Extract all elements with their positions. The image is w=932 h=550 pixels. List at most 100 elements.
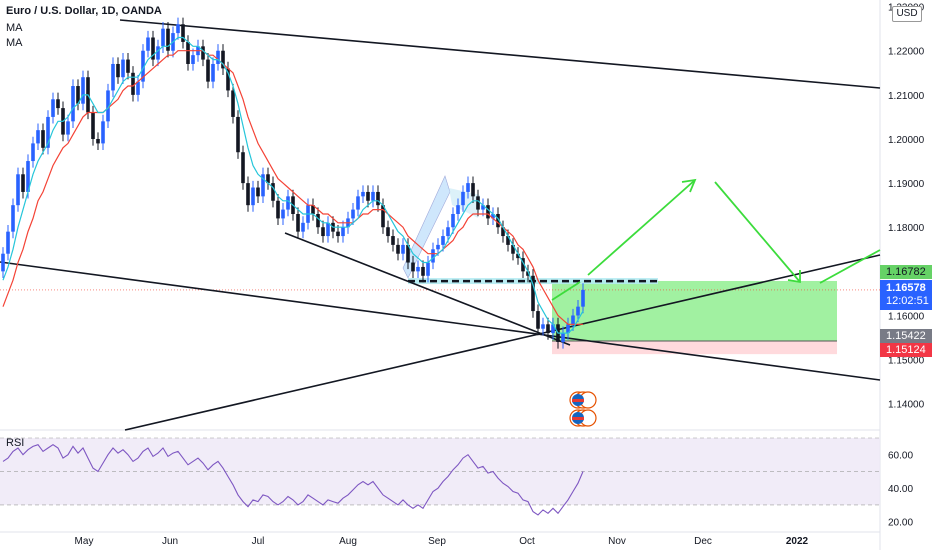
- candle-body: [421, 266, 425, 276]
- candle-body: [281, 209, 285, 219]
- candle-body: [1, 253, 5, 272]
- price-tick-label: 1.18000: [888, 223, 925, 234]
- candle-body: [376, 191, 380, 206]
- time-tick-label: Dec: [694, 536, 712, 547]
- price-tick-label: 1.21000: [888, 91, 925, 102]
- time-tick-label: Nov: [608, 536, 626, 547]
- current-price-tag: 1.16578 12:02:51: [880, 280, 932, 310]
- candle-body: [531, 275, 535, 312]
- candle-body: [21, 174, 25, 192]
- trendline-3: [124, 254, 881, 431]
- arrowhead-1: [681, 178, 697, 193]
- time-tick-label: Sep: [428, 536, 446, 547]
- candle-body: [431, 249, 435, 263]
- candle-body: [476, 196, 480, 210]
- stop-price-tag: 1.15124: [880, 343, 932, 357]
- target-zone: [552, 280, 837, 341]
- candle-body: [111, 63, 115, 91]
- candle-body: [201, 46, 205, 60]
- price-tick-label: 1.19000: [888, 179, 925, 190]
- candle-body: [546, 324, 550, 334]
- candle-body: [356, 196, 360, 210]
- symbol-title[interactable]: Euro / U.S. Dollar, 1D, OANDA: [6, 5, 162, 17]
- ma-legend-1[interactable]: MA: [6, 22, 23, 34]
- current-price: 1.16578: [886, 282, 926, 294]
- candle-body: [236, 116, 240, 153]
- candle-body: [341, 227, 345, 237]
- rsi-tick-label: 20.00: [888, 518, 913, 529]
- currency-badge[interactable]: USD: [892, 6, 922, 22]
- time-axis[interactable]: May Jun Jul Aug Sep Oct Nov Dec 2022: [75, 536, 809, 547]
- time-tick-label: Jul: [252, 536, 265, 547]
- candle-body: [256, 187, 260, 197]
- candle-body: [176, 24, 180, 34]
- rsi-line: [2, 444, 584, 516]
- candle-body: [336, 231, 340, 237]
- ma-legend-2[interactable]: MA: [6, 37, 23, 49]
- candle-body: [446, 227, 450, 237]
- candle-body: [296, 214, 300, 232]
- bar-countdown: 12:02:51: [886, 295, 929, 307]
- stop-zone: [552, 340, 837, 355]
- candle-body: [136, 81, 140, 95]
- candle-body: [536, 311, 540, 329]
- time-tick-label: Jun: [162, 536, 178, 547]
- candle-body: [116, 63, 120, 78]
- projection-arrow-4: [551, 281, 581, 301]
- candle-body: [561, 333, 565, 342]
- candle-body: [26, 161, 30, 192]
- candle-body: [226, 68, 230, 91]
- rsi-legend[interactable]: RSI: [6, 437, 25, 449]
- candle-body: [511, 244, 515, 254]
- candle-body: [121, 59, 125, 78]
- rsi-tick-label: 60.00: [888, 451, 913, 462]
- time-tick-label: May: [75, 536, 94, 547]
- candle-body: [6, 231, 10, 254]
- candle-body: [286, 196, 290, 210]
- candle-body: [56, 99, 60, 109]
- candle-body: [571, 315, 575, 325]
- candle-body: [251, 187, 255, 206]
- us-flag-stripe: [572, 417, 584, 420]
- candle-body: [126, 59, 130, 73]
- candle-body: [566, 324, 570, 334]
- candle-body: [301, 222, 305, 232]
- candle-body: [66, 121, 70, 135]
- candle-body: [321, 227, 325, 237]
- candle-body: [16, 174, 20, 206]
- rsi-band: [0, 438, 880, 505]
- candle-body: [71, 86, 75, 122]
- candle-body: [351, 209, 355, 219]
- moving-averages: [2, 36, 584, 334]
- trendline-4: [284, 232, 571, 346]
- event-icons: [569, 391, 597, 427]
- candle-body: [411, 262, 415, 272]
- candle-body: [151, 37, 155, 60]
- candle-body: [581, 289, 585, 307]
- candle-body: [11, 205, 15, 232]
- candle-body: [416, 266, 420, 272]
- candle-body: [461, 191, 465, 206]
- candle-body: [246, 183, 250, 206]
- candle-body: [381, 205, 385, 228]
- time-tick-label: Aug: [339, 536, 357, 547]
- candles: [1, 17, 585, 349]
- candle-body: [391, 236, 395, 245]
- projection-arrows: [551, 178, 881, 301]
- candle-body: [161, 28, 165, 47]
- candle-body: [191, 55, 195, 64]
- candle-body: [501, 227, 505, 237]
- time-tick-label: 2022: [786, 536, 809, 547]
- candle-body: [466, 183, 470, 192]
- candle-body: [41, 130, 45, 148]
- entry-price-tag: 1.15422: [880, 329, 932, 343]
- candle-body: [551, 324, 555, 334]
- candle-body: [371, 191, 375, 201]
- candle-body: [441, 236, 445, 245]
- candle-body: [576, 306, 580, 316]
- trendline-1: [119, 19, 881, 89]
- candle-body: [361, 191, 365, 197]
- price-tick-label: 1.16000: [888, 311, 925, 322]
- price-tick-label: 1.20000: [888, 135, 925, 146]
